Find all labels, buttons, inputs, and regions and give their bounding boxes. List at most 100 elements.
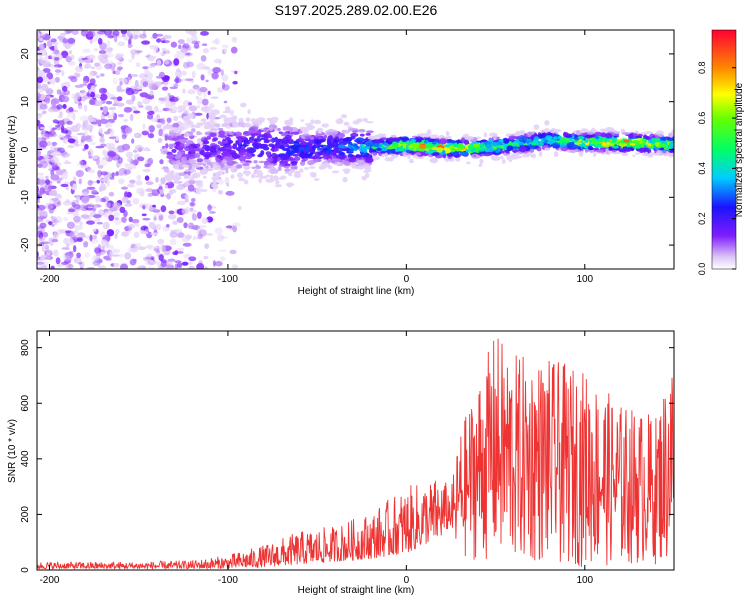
heatmap-cell [106,179,110,187]
heatmap-cell [135,133,139,137]
heatmap-cell [201,217,208,225]
heatmap-cell [178,172,185,176]
heatmap-cell [37,199,41,203]
heatmap-cell [184,198,189,203]
heatmap-cell [673,147,674,150]
heatmap-cell [50,174,60,181]
heatmap-cell [177,262,183,268]
heatmap-cell [478,149,485,152]
heatmap-cell [217,127,224,131]
heatmap-cell [206,233,213,236]
heatmap-cell [192,84,200,90]
heatmap-cell [108,136,118,140]
heatmap-cell [208,211,216,214]
heatmap-cell [101,88,107,93]
heatmap-cell [209,132,217,138]
heatmap-cell [188,256,197,262]
heatmap-cell [204,266,208,269]
heatmap-cell [503,138,510,144]
heatmap-cell [210,128,219,131]
heatmap-cell [128,38,132,46]
heatmap-cell [133,30,141,35]
heatmap-cell [164,59,170,65]
heatmap-cell [304,122,314,126]
heatmap-cell [180,47,188,54]
heatmap-cell [139,92,149,98]
heatmap-cell [73,215,81,223]
heatmap-cell [575,130,581,136]
heatmap-cell [164,81,168,86]
heatmap-cell [84,59,92,64]
heatmap-cell [251,142,259,147]
heatmap-cell [188,147,195,153]
heatmap-cell [674,148,678,153]
heatmap-cell [304,135,310,139]
heatmap-cell [142,205,146,210]
heatmap-cell [112,30,120,37]
heatmap-cell [103,53,108,59]
heatmap-cell [170,101,176,106]
x-tick-label: 100 [576,575,593,586]
heatmap-cell [46,40,53,48]
heatmap-cell [109,247,116,255]
heatmap-cell [553,136,558,140]
heatmap-cell [112,78,118,85]
heatmap-cell [221,81,226,89]
heatmap-cell [194,164,199,168]
heatmap-cell [545,135,553,141]
heatmap-cell [163,95,170,101]
heatmap-cell [304,167,309,170]
heatmap-cell [115,217,119,221]
heatmap-cell [127,247,133,253]
heatmap-cell [182,119,192,123]
heatmap-cell [106,114,113,118]
heatmap-cell [409,158,414,164]
heatmap-cell [544,147,551,151]
heatmap-cell [675,142,681,146]
x-tick-label: 0 [404,274,410,285]
heatmap-cell [317,147,321,151]
heatmap-cell [424,143,433,149]
heatmap-cell [45,244,49,249]
heatmap-cell [79,221,83,226]
heatmap-cell [104,63,113,70]
heatmap-cell [185,180,189,184]
heatmap-cell [162,166,169,170]
heatmap-cell [591,127,596,133]
heatmap-cell [200,189,208,192]
heatmap-cell [390,134,397,138]
heatmap-cell [51,219,60,224]
heatmap-cell [293,156,301,161]
heatmap-cell [56,89,62,95]
heatmap-cell [361,175,367,181]
heatmap-cell [333,146,340,152]
heatmap-cell [65,44,72,48]
heatmap-cell [206,135,212,140]
heatmap-cell [266,157,274,162]
heatmap-cell [446,152,454,158]
heatmap-cell [51,98,60,105]
heatmap-cell [142,123,146,130]
heatmap-cell [300,150,304,155]
heatmap-cell [587,145,593,151]
heatmap-cell [161,86,169,91]
heatmap-cell [147,266,155,269]
heatmap-cell [632,140,640,144]
heatmap-cell [331,170,340,174]
heatmap-cell [462,133,470,138]
heatmap-cell [584,139,589,143]
heatmap-cell [407,153,411,159]
heatmap-cell [175,50,181,54]
heatmap-cell [341,129,350,134]
heatmap-cell [164,184,168,189]
heatmap-cell [371,156,380,161]
heatmap-cell [133,110,141,114]
heatmap-cell [207,68,212,76]
heatmap-cell [196,105,201,109]
heatmap-cell [187,102,193,106]
heatmap-cell [299,126,307,130]
heatmap-cell [244,153,253,160]
heatmap-cell [139,190,145,197]
heatmap-cell [198,229,207,237]
heatmap-cell [132,198,140,205]
